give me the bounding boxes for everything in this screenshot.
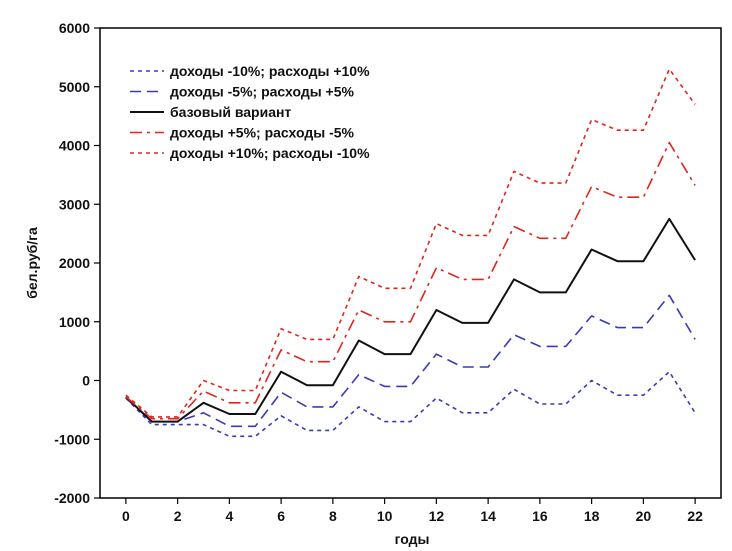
y-tick-label: 6000 xyxy=(59,20,90,36)
y-axis-ticks: -2000 -1000 0 1000 2000 3000 4000 5000 6000 xyxy=(54,20,100,506)
y-tick-label: 5000 xyxy=(59,79,90,95)
legend: доходы -10%; расходы +10% доходы -5%; рас… xyxy=(130,63,370,161)
y-tick-label: -1000 xyxy=(54,431,90,447)
series-line-4 xyxy=(125,141,696,420)
x-tick-label: 10 xyxy=(377,508,393,524)
legend-entry-label: доходы -5%; расходы +5% xyxy=(170,84,355,100)
series-line-5 xyxy=(125,68,696,418)
series-line-3 xyxy=(125,217,696,423)
x-tick-label: 0 xyxy=(122,508,130,524)
x-tick-label: 12 xyxy=(429,508,445,524)
y-tick-label: 0 xyxy=(82,373,90,389)
y-tick-label: 3000 xyxy=(59,196,90,212)
x-tick-label: 14 xyxy=(480,508,496,524)
x-tick-label: 16 xyxy=(532,508,548,524)
x-tick-label: 18 xyxy=(584,508,600,524)
series-line-2 xyxy=(125,294,696,428)
y-tick-label: -2000 xyxy=(54,490,90,506)
x-tick-label: 2 xyxy=(174,508,182,524)
y-axis-title: бел.руб/га xyxy=(24,227,40,299)
legend-entry-label: доходы -10%; расходы +10% xyxy=(170,63,370,79)
y-tick-label: 4000 xyxy=(59,138,90,154)
series-layer xyxy=(125,68,696,438)
series-line-1 xyxy=(125,370,696,438)
x-axis-title: годы xyxy=(395,531,430,547)
y-tick-label: 1000 xyxy=(59,314,90,330)
x-tick-label: 4 xyxy=(225,508,233,524)
x-tick-label: 22 xyxy=(687,508,703,524)
y-tick-label: 2000 xyxy=(59,255,90,271)
legend-entry-label: доходы +10%; расходы -10% xyxy=(170,145,370,161)
x-tick-label: 6 xyxy=(277,508,285,524)
x-tick-label: 20 xyxy=(636,508,652,524)
legend-entry-label: базовый вариант xyxy=(170,104,291,120)
legend-entry-label: доходы +5%; расходы -5% xyxy=(170,125,355,141)
x-axis-ticks: 0 2 4 6 8 10 12 14 16 18 20 22 xyxy=(122,498,703,524)
x-tick-label: 8 xyxy=(329,508,337,524)
